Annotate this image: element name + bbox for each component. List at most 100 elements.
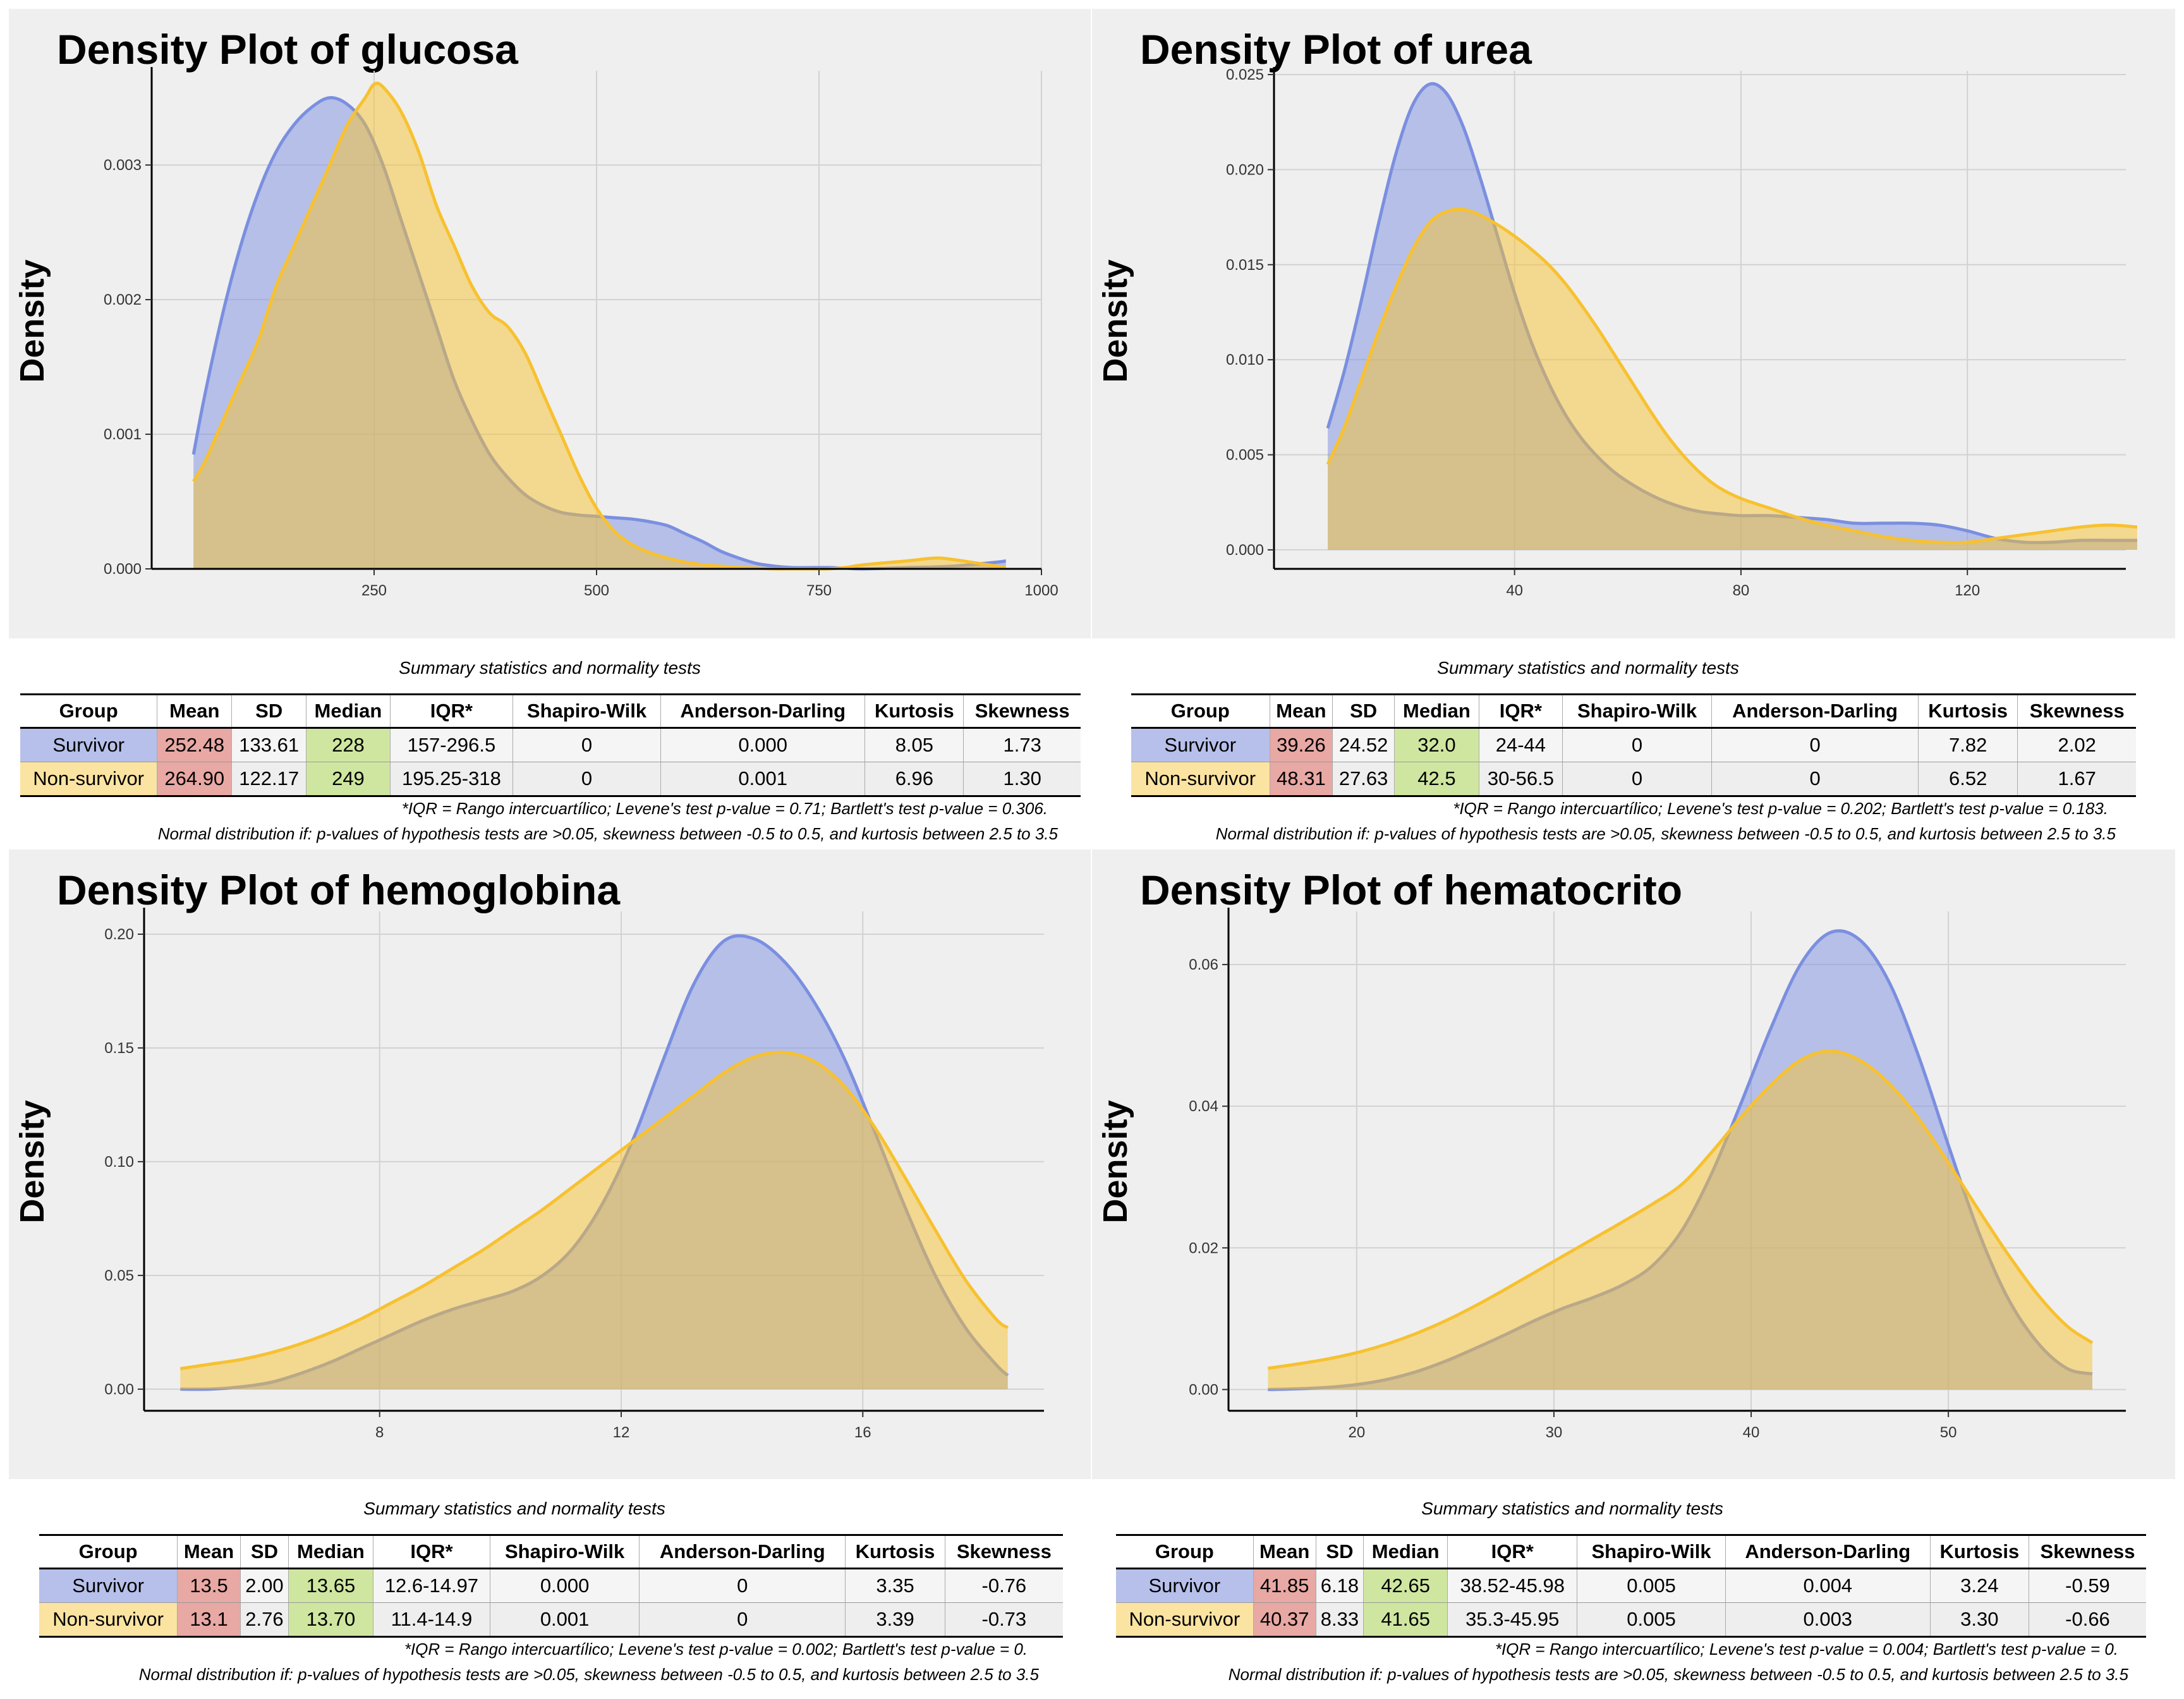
table-cell: 6.96 xyxy=(864,762,964,797)
series-line-nonsurvivor xyxy=(1326,207,2138,544)
column-header: Shapiro-Wilk xyxy=(1577,1534,1726,1569)
table-cell: 157-296.5 xyxy=(389,728,513,762)
table-cell: 24-44 xyxy=(1478,728,1563,762)
column-header: Anderson-Darling xyxy=(660,693,865,729)
table-footnote-iqr: *IQR = Rango intercuartílico; Levene's t… xyxy=(1495,1640,2118,1659)
y-tick-label: 0.20 xyxy=(104,926,134,943)
table-cell: 3.35 xyxy=(845,1568,945,1603)
chart-title: Density Plot of urea xyxy=(1140,26,1532,73)
table-caption: Summary statistics and normality tests xyxy=(363,1499,665,1518)
column-header: Shapiro-Wilk xyxy=(513,693,661,729)
y-tick-label: 0.00 xyxy=(104,1381,134,1398)
table-header-row: Group Mean SD Median IQR* Shapiro-Wilk Anderso… xyxy=(1116,1534,2146,1569)
table-cell: 122.17 xyxy=(231,762,306,797)
x-tick-label: 20 xyxy=(1349,1424,1366,1441)
column-header: Median xyxy=(1393,693,1479,729)
table-cell: 8.05 xyxy=(864,728,964,762)
y-tick-label: 0.005 xyxy=(1226,447,1264,464)
table-cell: 0 xyxy=(513,728,661,762)
column-header: IQR* xyxy=(1447,1534,1577,1569)
density-plot-urea: 40 80 120 0.000 0.005 0.010 0.015 0.020 0.025 xyxy=(1226,66,2138,599)
column-header: Skewness xyxy=(2028,1534,2146,1569)
y-tick-label: 0.10 xyxy=(104,1154,134,1171)
column-header: Skewness xyxy=(2017,693,2136,729)
table-cell: Non-survivor xyxy=(1131,762,1270,797)
table-cell: 2.76 xyxy=(240,1602,289,1638)
table-cell: 7.82 xyxy=(1917,728,2018,762)
table-footnote-iqr: *IQR = Rango intercuartílico; Levene's t… xyxy=(401,799,1048,818)
y-tick-label: 0.02 xyxy=(1189,1239,1218,1257)
table-cell: 48.31 xyxy=(1269,762,1333,797)
table-cell: 264.90 xyxy=(157,762,232,797)
table-cell: Non-survivor xyxy=(20,762,157,797)
column-header: Kurtosis xyxy=(845,1534,945,1569)
table-caption: Summary statistics and normality tests xyxy=(1437,658,1739,678)
table-cell: -0.76 xyxy=(944,1568,1063,1603)
table-cell: 0 xyxy=(1562,762,1712,797)
table-cell: Survivor xyxy=(39,1568,178,1603)
table-caption: Summary statistics and normality tests xyxy=(1421,1499,1723,1518)
column-header: Anderson-Darling xyxy=(1725,1534,1931,1569)
table-cell: 0 xyxy=(639,1568,846,1603)
x-tick-label: 12 xyxy=(613,1424,630,1441)
table-cell: 41.85 xyxy=(1253,1568,1316,1603)
table-cell: 3.30 xyxy=(1929,1602,2029,1638)
table-cell: 2.02 xyxy=(2017,728,2136,762)
column-header: Median xyxy=(306,693,391,729)
table-footnote-normality: Normal distribution if: p-values of hypo… xyxy=(1228,1665,2128,1684)
summary-table: Group Mean SD Median IQR* Shapiro-Wilk Anderso… xyxy=(20,693,1081,797)
column-header: SD xyxy=(1315,1534,1364,1569)
x-tick-label: 8 xyxy=(375,1424,384,1441)
x-tick-label: 80 xyxy=(1733,582,1750,599)
x-tick-label: 16 xyxy=(854,1424,871,1441)
table-cell: 0.004 xyxy=(1725,1568,1931,1603)
x-tick-label: 500 xyxy=(584,582,609,599)
table-cell: 24.52 xyxy=(1332,728,1395,762)
table-cell: 1.30 xyxy=(963,762,1081,797)
table-cell: 38.52-45.98 xyxy=(1447,1568,1577,1603)
column-header: Mean xyxy=(157,693,232,729)
table-cell: 13.1 xyxy=(177,1602,241,1638)
table-cell: 40.37 xyxy=(1253,1602,1316,1638)
table-cell: 2.00 xyxy=(240,1568,289,1603)
x-tick-label: 750 xyxy=(806,582,832,599)
summary-table: Group Mean SD Median IQR* Shapiro-Wilk Anderso… xyxy=(1116,1534,2146,1638)
table-cell: 0.001 xyxy=(490,1602,640,1638)
column-header: Group xyxy=(1116,1534,1254,1569)
column-header: Mean xyxy=(1269,693,1333,729)
table-cell: 1.67 xyxy=(2017,762,2136,797)
table-row: Non-survivor 40.37 8.33 41.65 35.3-45.95 0.00… xyxy=(1116,1602,2146,1638)
table-cell: Survivor xyxy=(20,728,157,762)
column-header: Median xyxy=(288,1534,373,1569)
y-tick-label: 0.06 xyxy=(1189,956,1218,973)
table-row: Non-survivor 264.90 122.17 249 195.25-318 0 0.… xyxy=(20,762,1081,797)
table-cell: 3.39 xyxy=(845,1602,945,1638)
table-footnote-iqr: *IQR = Rango intercuartílico; Levene's t… xyxy=(1453,799,2108,818)
table-cell: 13.70 xyxy=(288,1602,373,1638)
table-cell: 133.61 xyxy=(231,728,306,762)
density-plot-glucosa: 250 500 750 1000 0.000 0.001 0.002 0.003 xyxy=(104,67,1059,599)
y-tick-label: 0.000 xyxy=(104,561,142,578)
table-cell: 13.65 xyxy=(288,1568,373,1603)
chart-title: Density Plot of hemoglobina xyxy=(57,867,621,913)
column-header: Kurtosis xyxy=(864,693,964,729)
table-cell: 0.003 xyxy=(1725,1602,1931,1638)
column-header: Kurtosis xyxy=(1917,693,2018,729)
table-cell: Non-survivor xyxy=(39,1602,178,1638)
x-tick-label: 40 xyxy=(1506,582,1523,599)
table-header-row: Group Mean SD Median IQR* Shapiro-Wilk Anderso… xyxy=(39,1534,1063,1569)
column-header: SD xyxy=(231,693,306,729)
column-header: Mean xyxy=(177,1534,241,1569)
y-tick-label: 0.002 xyxy=(104,291,142,308)
table-cell: 228 xyxy=(306,728,391,762)
table-cell: 11.4-14.9 xyxy=(372,1602,490,1638)
table-row: Survivor 252.48 133.61 228 157-296.5 0 0.000 8.… xyxy=(20,728,1081,762)
table-row: Survivor 39.26 24.52 32.0 24-44 0 0 7.82 2.02 xyxy=(1131,728,2136,762)
table-cell: -0.59 xyxy=(2028,1568,2146,1603)
table-header-row: Group Mean SD Median IQR* Shapiro-Wilk Anderso… xyxy=(1131,693,2136,729)
column-header: IQR* xyxy=(389,693,513,729)
density-plot-hemoglobina: 8 12 16 0.00 0.05 0.10 0.15 0.20 xyxy=(104,908,1044,1441)
series-area-nonsurvivor xyxy=(193,83,1006,569)
table-footnote-normality: Normal distribution if: p-values of hypo… xyxy=(1215,824,2116,843)
table-caption: Summary statistics and normality tests xyxy=(399,658,701,678)
